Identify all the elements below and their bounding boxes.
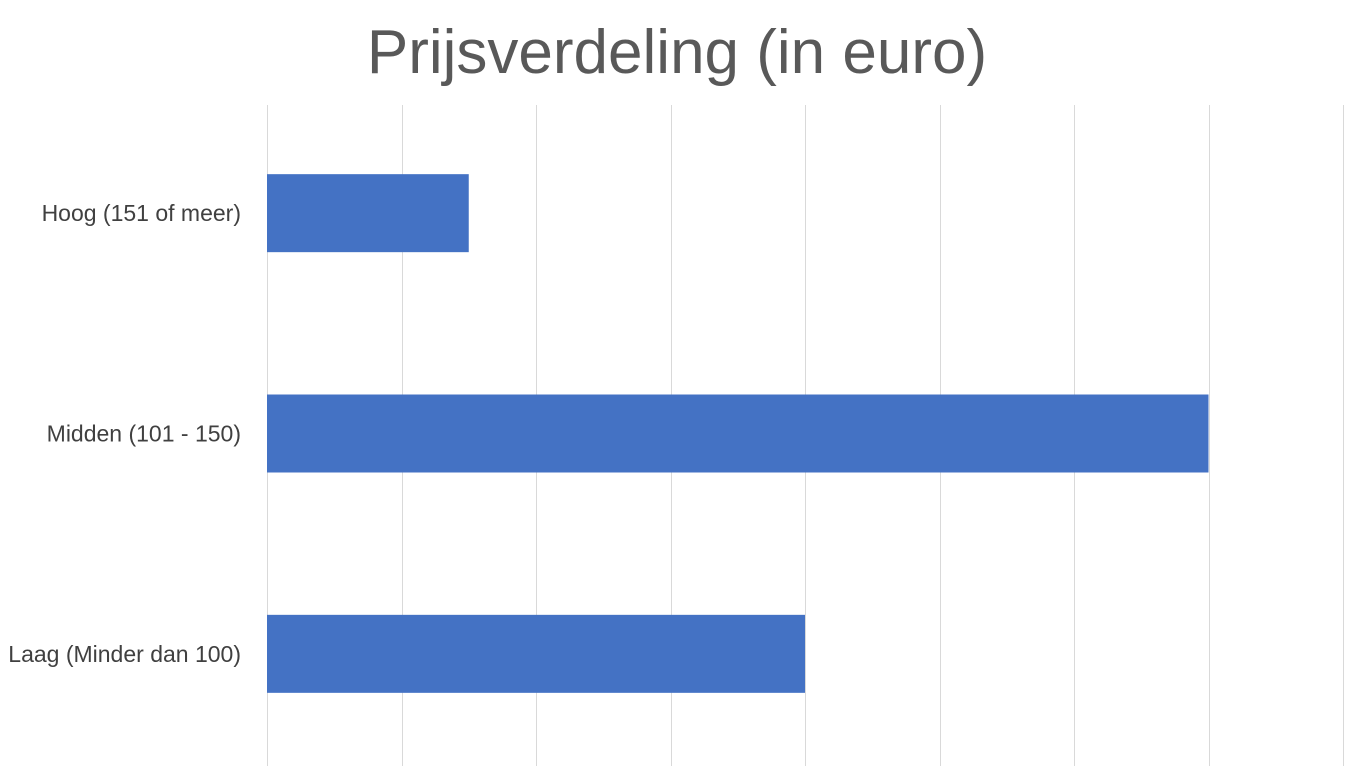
category-label-0: Hoog (151 of meer)	[42, 200, 241, 226]
bars	[267, 174, 1209, 693]
bar-2	[267, 614, 805, 693]
bar-1	[267, 394, 1209, 473]
category-label-1: Midden (101 - 150)	[47, 421, 241, 447]
bar-0	[267, 174, 469, 253]
chart-title: Prijsverdeling (in euro)	[367, 18, 987, 87]
category-label-2: Laag (Minder dan 100)	[8, 641, 241, 667]
category-labels: Hoog (151 of meer) Midden (101 - 150) Laag…	[8, 200, 241, 667]
